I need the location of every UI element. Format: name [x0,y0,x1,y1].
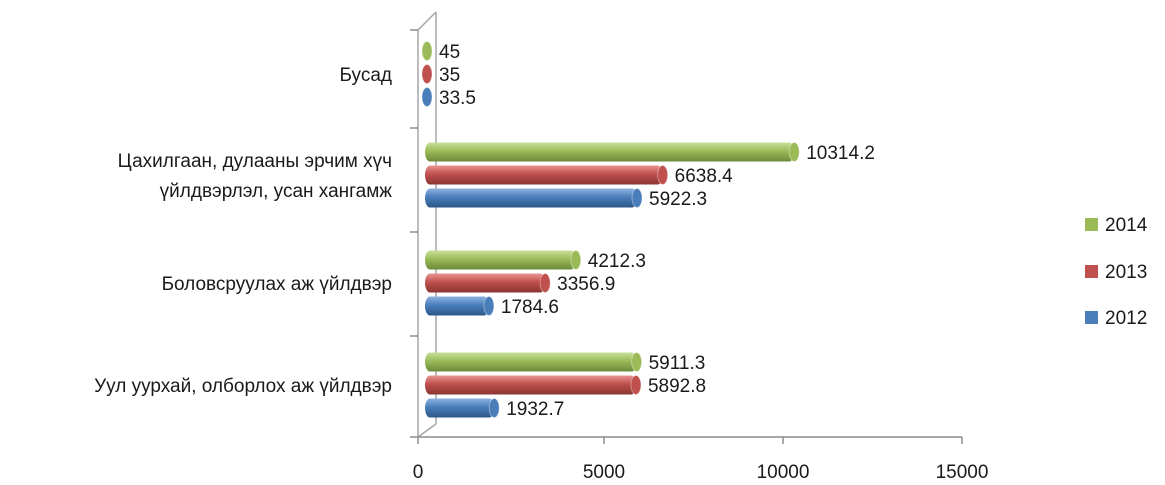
bar-cap-2014 [631,352,643,372]
bar-cap-2012 [488,398,500,418]
legend-swatch-2013 [1085,265,1098,278]
data-label: 45 [439,42,460,63]
bar-2014 [425,142,795,162]
category-label: Бусад [340,65,393,86]
bar-2013 [425,273,546,293]
data-label: 1784.6 [501,297,559,318]
data-label: 6638.4 [675,166,734,187]
bar-cap-2013 [630,375,642,395]
x-tick-label: 10000 [757,462,810,483]
bar-2014 [425,250,576,270]
data-label: 35 [439,65,460,86]
back-wall-top-edge [417,11,437,31]
category-label: Цахилгаан, дулааны эрчим хүч [118,151,392,172]
legend-label: 2012 [1105,308,1147,329]
data-label: 5922.3 [649,189,707,210]
legend-swatch-2012 [1085,311,1098,324]
bar-cap-2014 [788,142,800,162]
bar-cap-2013 [421,64,433,84]
bar-2012 [425,296,489,316]
data-label: 4212.3 [588,251,646,272]
x-tick-label: 0 [413,462,424,483]
legend-swatch-2014 [1085,218,1098,231]
bar-2013 [425,375,636,395]
category-label: үйлдвэрлэл, усан хангамж [160,181,393,202]
bar-2014 [425,352,637,372]
data-label: 3356.9 [557,274,615,295]
bar-series: 1932.7 1784.6 5922.3 33.5 5892.8 3356.9 6638.4… [421,41,875,420]
bar-cap-2012 [631,188,643,208]
bar-cap-2014 [421,41,433,61]
bar-2013 [425,165,663,185]
data-label: 10314.2 [806,143,875,164]
bar-cap-2012 [483,296,495,316]
bar-cap-2014 [570,250,582,270]
data-label: 1932.7 [506,399,564,420]
data-label: 5892.8 [648,376,706,397]
x-tick-label: 5000 [583,462,625,483]
legend-label: 2014 [1105,215,1148,236]
legend-label: 2013 [1105,262,1147,283]
bar-cap-2013 [539,273,551,293]
category-label: Уул уурхай, олборлох аж үйлдвэр [94,376,392,397]
legend: 2014 2013 2012 [1085,215,1148,329]
data-label: 33.5 [439,88,476,109]
data-label: 5911.3 [649,353,706,374]
category-label: Боловсруулах аж үйлдвэр [162,274,392,295]
floor-front-edge [417,423,437,438]
x-tick-label: 15000 [936,462,989,483]
x-axis-ticks: 0 5000 10000 15000 [413,437,989,483]
bar-cap-2013 [657,165,669,185]
category-labels: Уул уурхай, олборлох аж үйлдвэр Боловсруу… [94,65,392,397]
bar-cap-2012 [421,87,433,107]
bar-2012 [425,398,495,418]
bar-2012 [425,188,638,208]
chart-axes [410,11,962,438]
